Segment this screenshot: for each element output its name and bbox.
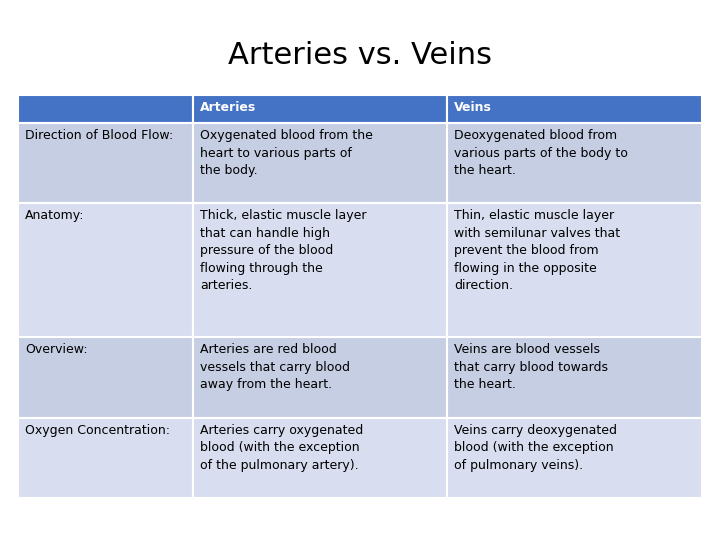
Bar (193, 417, 447, 498)
Text: Arteries vs. Veins: Arteries vs. Veins (228, 40, 492, 70)
Bar (18, 417, 193, 498)
Bar (18, 338, 193, 417)
Bar (193, 123, 447, 204)
Text: Thin, elastic muscle layer
with semilunar valves that
prevent the blood from
flo: Thin, elastic muscle layer with semiluna… (454, 210, 620, 292)
Bar (18, 95, 193, 123)
Bar (447, 95, 702, 123)
Bar (18, 123, 193, 204)
Text: Overview:: Overview: (25, 343, 88, 356)
Text: Direction of Blood Flow:: Direction of Blood Flow: (25, 129, 174, 142)
Bar (193, 338, 447, 417)
Bar (447, 204, 702, 338)
Text: Arteries: Arteries (200, 101, 256, 114)
Text: Veins are blood vessels
that carry blood towards
the heart.: Veins are blood vessels that carry blood… (454, 343, 608, 392)
Text: Veins: Veins (454, 101, 492, 114)
Text: Deoxygenated blood from
various parts of the body to
the heart.: Deoxygenated blood from various parts of… (454, 129, 628, 177)
Text: Arteries are red blood
vessels that carry blood
away from the heart.: Arteries are red blood vessels that carr… (200, 343, 350, 392)
Bar (447, 123, 702, 204)
Bar (193, 95, 447, 123)
Text: Oxygen Concentration:: Oxygen Concentration: (25, 424, 170, 437)
Bar (18, 204, 193, 338)
Text: Arteries carry oxygenated
blood (with the exception
of the pulmonary artery).: Arteries carry oxygenated blood (with th… (200, 424, 364, 471)
Text: Thick, elastic muscle layer
that can handle high
pressure of the blood
flowing t: Thick, elastic muscle layer that can han… (200, 210, 366, 292)
Bar (447, 338, 702, 417)
Text: Veins carry deoxygenated
blood (with the exception
of pulmonary veins).: Veins carry deoxygenated blood (with the… (454, 424, 617, 471)
Bar (193, 204, 447, 338)
Text: Oxygenated blood from the
heart to various parts of
the body.: Oxygenated blood from the heart to vario… (200, 129, 373, 177)
Bar (447, 417, 702, 498)
Text: Anatomy:: Anatomy: (25, 210, 84, 222)
